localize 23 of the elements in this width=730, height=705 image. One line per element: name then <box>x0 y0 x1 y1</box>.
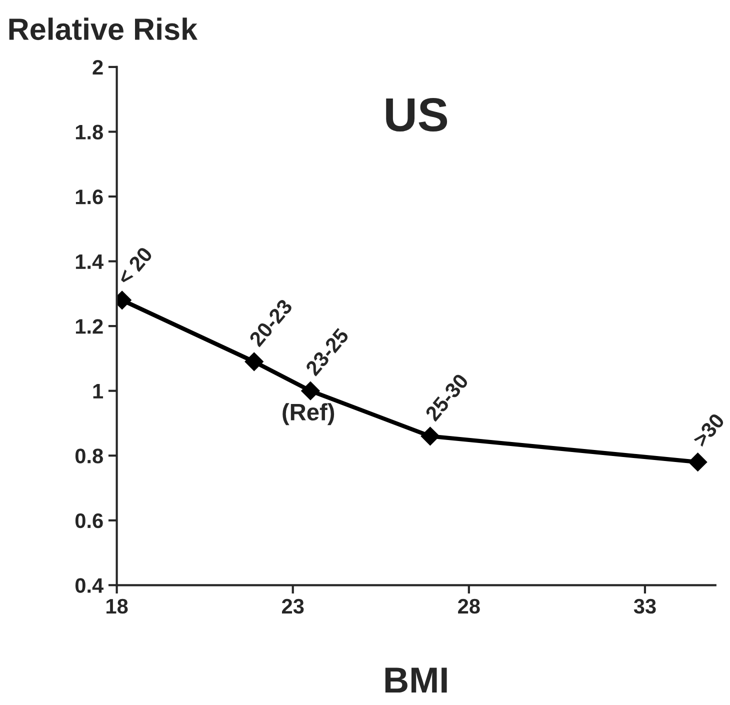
y-tick-label: 1.4 <box>76 254 104 269</box>
x-axis-title: BMI <box>385 668 447 693</box>
y-tick-label: 0.6 <box>75 513 103 528</box>
y-tick-label: 1 <box>93 384 104 398</box>
annotation: (Ref) <box>282 403 334 426</box>
y-tick-label: 0.4 <box>75 578 104 593</box>
x-tick-label: 23 <box>282 598 304 614</box>
y-tick-label: 1.2 <box>76 319 103 334</box>
x-tick-label: 33 <box>634 598 656 614</box>
y-tick-label: 2 <box>92 60 103 75</box>
y-tick-label: 0.8 <box>75 448 103 464</box>
point <box>301 381 320 400</box>
y-tick-label: 1.8 <box>76 124 103 140</box>
text: US <box>386 98 448 132</box>
point <box>420 426 440 446</box>
annotation: < 20 <box>116 246 154 286</box>
point <box>244 352 264 372</box>
y-tick-label: 1.6 <box>76 190 103 204</box>
point <box>688 452 708 472</box>
x-tick-label: 28 <box>458 598 480 614</box>
x-tick-label: 18 <box>106 598 128 614</box>
annotation: >30 <box>692 412 726 448</box>
y-axis-title: Relative Risk <box>9 18 198 40</box>
